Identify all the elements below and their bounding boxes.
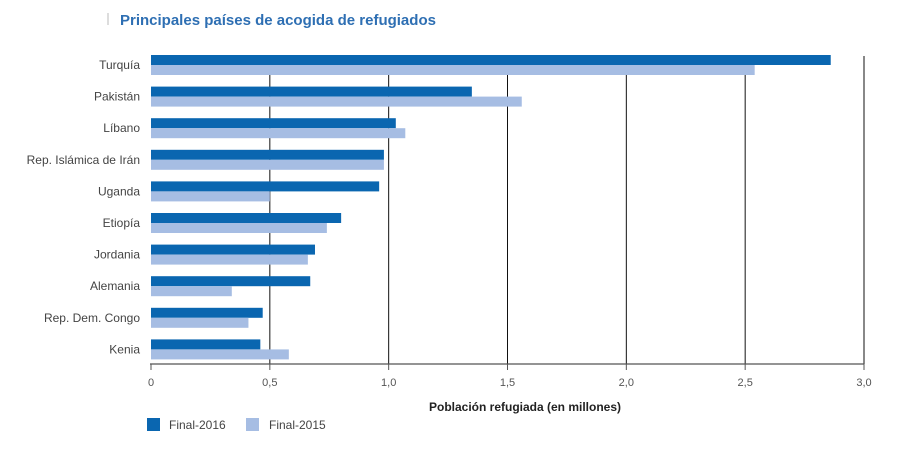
bar-final-2016 (151, 276, 311, 287)
x-tick-label: 1,5 (500, 377, 515, 389)
x-tick-label: 2,0 (619, 377, 634, 389)
category-label: Alemania (90, 279, 140, 293)
category-label: Pakistán (94, 90, 140, 104)
legend-label-2015: Final-2015 (269, 418, 326, 432)
x-axis-label: Población refugiada (en millones) (429, 400, 621, 414)
legend: Final-2016 Final-2015 (147, 418, 326, 432)
category-label: Uganda (98, 184, 140, 198)
bar-final-2015 (151, 254, 308, 265)
bar-final-2015 (151, 128, 406, 139)
bar-final-2016 (151, 339, 261, 350)
bar-final-2015 (151, 223, 327, 233)
bar-final-2015 (151, 96, 522, 107)
bar-final-2016 (151, 118, 396, 129)
bar-final-2016 (151, 213, 342, 223)
category-label: Etiopía (103, 216, 141, 230)
bar-final-2016 (151, 307, 263, 318)
bar-final-2016 (151, 181, 380, 192)
x-tick-label: 0 (148, 377, 154, 389)
x-tick-label: 1,0 (381, 377, 396, 389)
x-tick-label: 0,5 (262, 377, 277, 389)
bar-final-2015 (151, 349, 289, 360)
legend-label-2016: Final-2016 (169, 418, 226, 432)
bar-final-2015 (151, 286, 232, 297)
x-tick-label: 2,5 (738, 377, 753, 389)
legend-swatch-2016 (147, 418, 160, 431)
bar-final-2016 (151, 86, 472, 97)
x-tick-label: 3,0 (856, 377, 871, 389)
category-label: Kenia (109, 342, 140, 356)
bar-final-2015 (151, 317, 249, 328)
bar-final-2015 (151, 159, 384, 170)
bar-final-2015 (151, 65, 755, 75)
legend-swatch-2015 (246, 418, 259, 431)
category-label: Rep. Dem. Congo (44, 311, 140, 325)
category-label: Turquía (99, 58, 140, 72)
bar-final-2016 (151, 55, 831, 65)
category-label: Líbano (103, 121, 140, 135)
category-label: Rep. Islámica de Irán (27, 153, 140, 167)
category-label: Jordania (94, 248, 140, 262)
chart-title: Principales países de acogida de refugia… (120, 12, 436, 29)
bar-final-2016 (151, 244, 315, 255)
bar-final-2015 (151, 191, 270, 202)
bar-final-2016 (151, 149, 384, 160)
